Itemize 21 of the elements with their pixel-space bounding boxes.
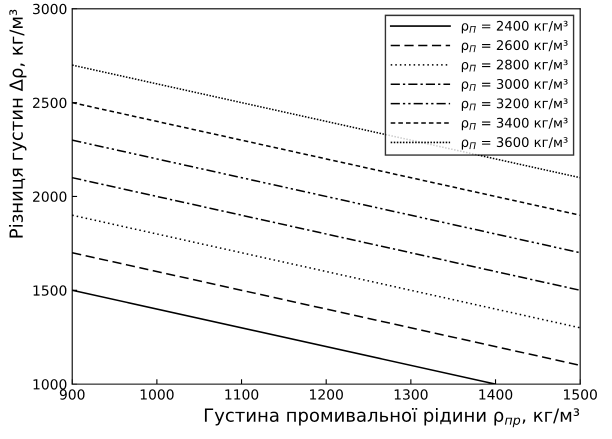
x-tick-label: 1200 <box>310 389 343 400</box>
x-axis-title: Густина промивальної рідини ρ$_{пр}$, кг/м³ <box>204 408 580 428</box>
x-tick-label: 1500 <box>564 389 597 400</box>
y-tick-label: 2500 <box>33 98 66 108</box>
y-tick-label: 2000 <box>33 191 66 202</box>
x-tick-label: 1300 <box>394 389 428 400</box>
y-tick-label: 1500 <box>34 285 66 296</box>
legend-label: ρ$_{П}$ = 2800 кг/м³ <box>462 60 568 72</box>
legend-label: ρ$_{П}$ = 2400 кг/м³ <box>462 20 568 34</box>
x-tick-label: 1100 <box>225 389 258 400</box>
y-tick-label: 3000 <box>33 4 66 14</box>
legend-label: ρ$_{П}$ = 3200 кг/м³ <box>462 98 568 111</box>
y-axis-title: Різниця густин Δρ, кг/м³ <box>8 10 26 238</box>
legend-label: ρ$_{П}$ = 3400 кг/м³ <box>462 118 568 130</box>
legend-label: ρ$_{П}$ = 2600 кг/м³ <box>462 40 568 53</box>
x-tick-label: 900 <box>60 389 85 400</box>
x-tick-label: 1400 <box>479 389 512 400</box>
y-tick-label: 1000 <box>34 379 66 390</box>
legend-label: ρ$_{П}$ = 3600 кг/м³ <box>462 137 568 150</box>
x-tick-label: 1000 <box>140 389 174 400</box>
legend-label: ρ$_{П}$ = 3000 кг/м³ <box>462 78 568 92</box>
